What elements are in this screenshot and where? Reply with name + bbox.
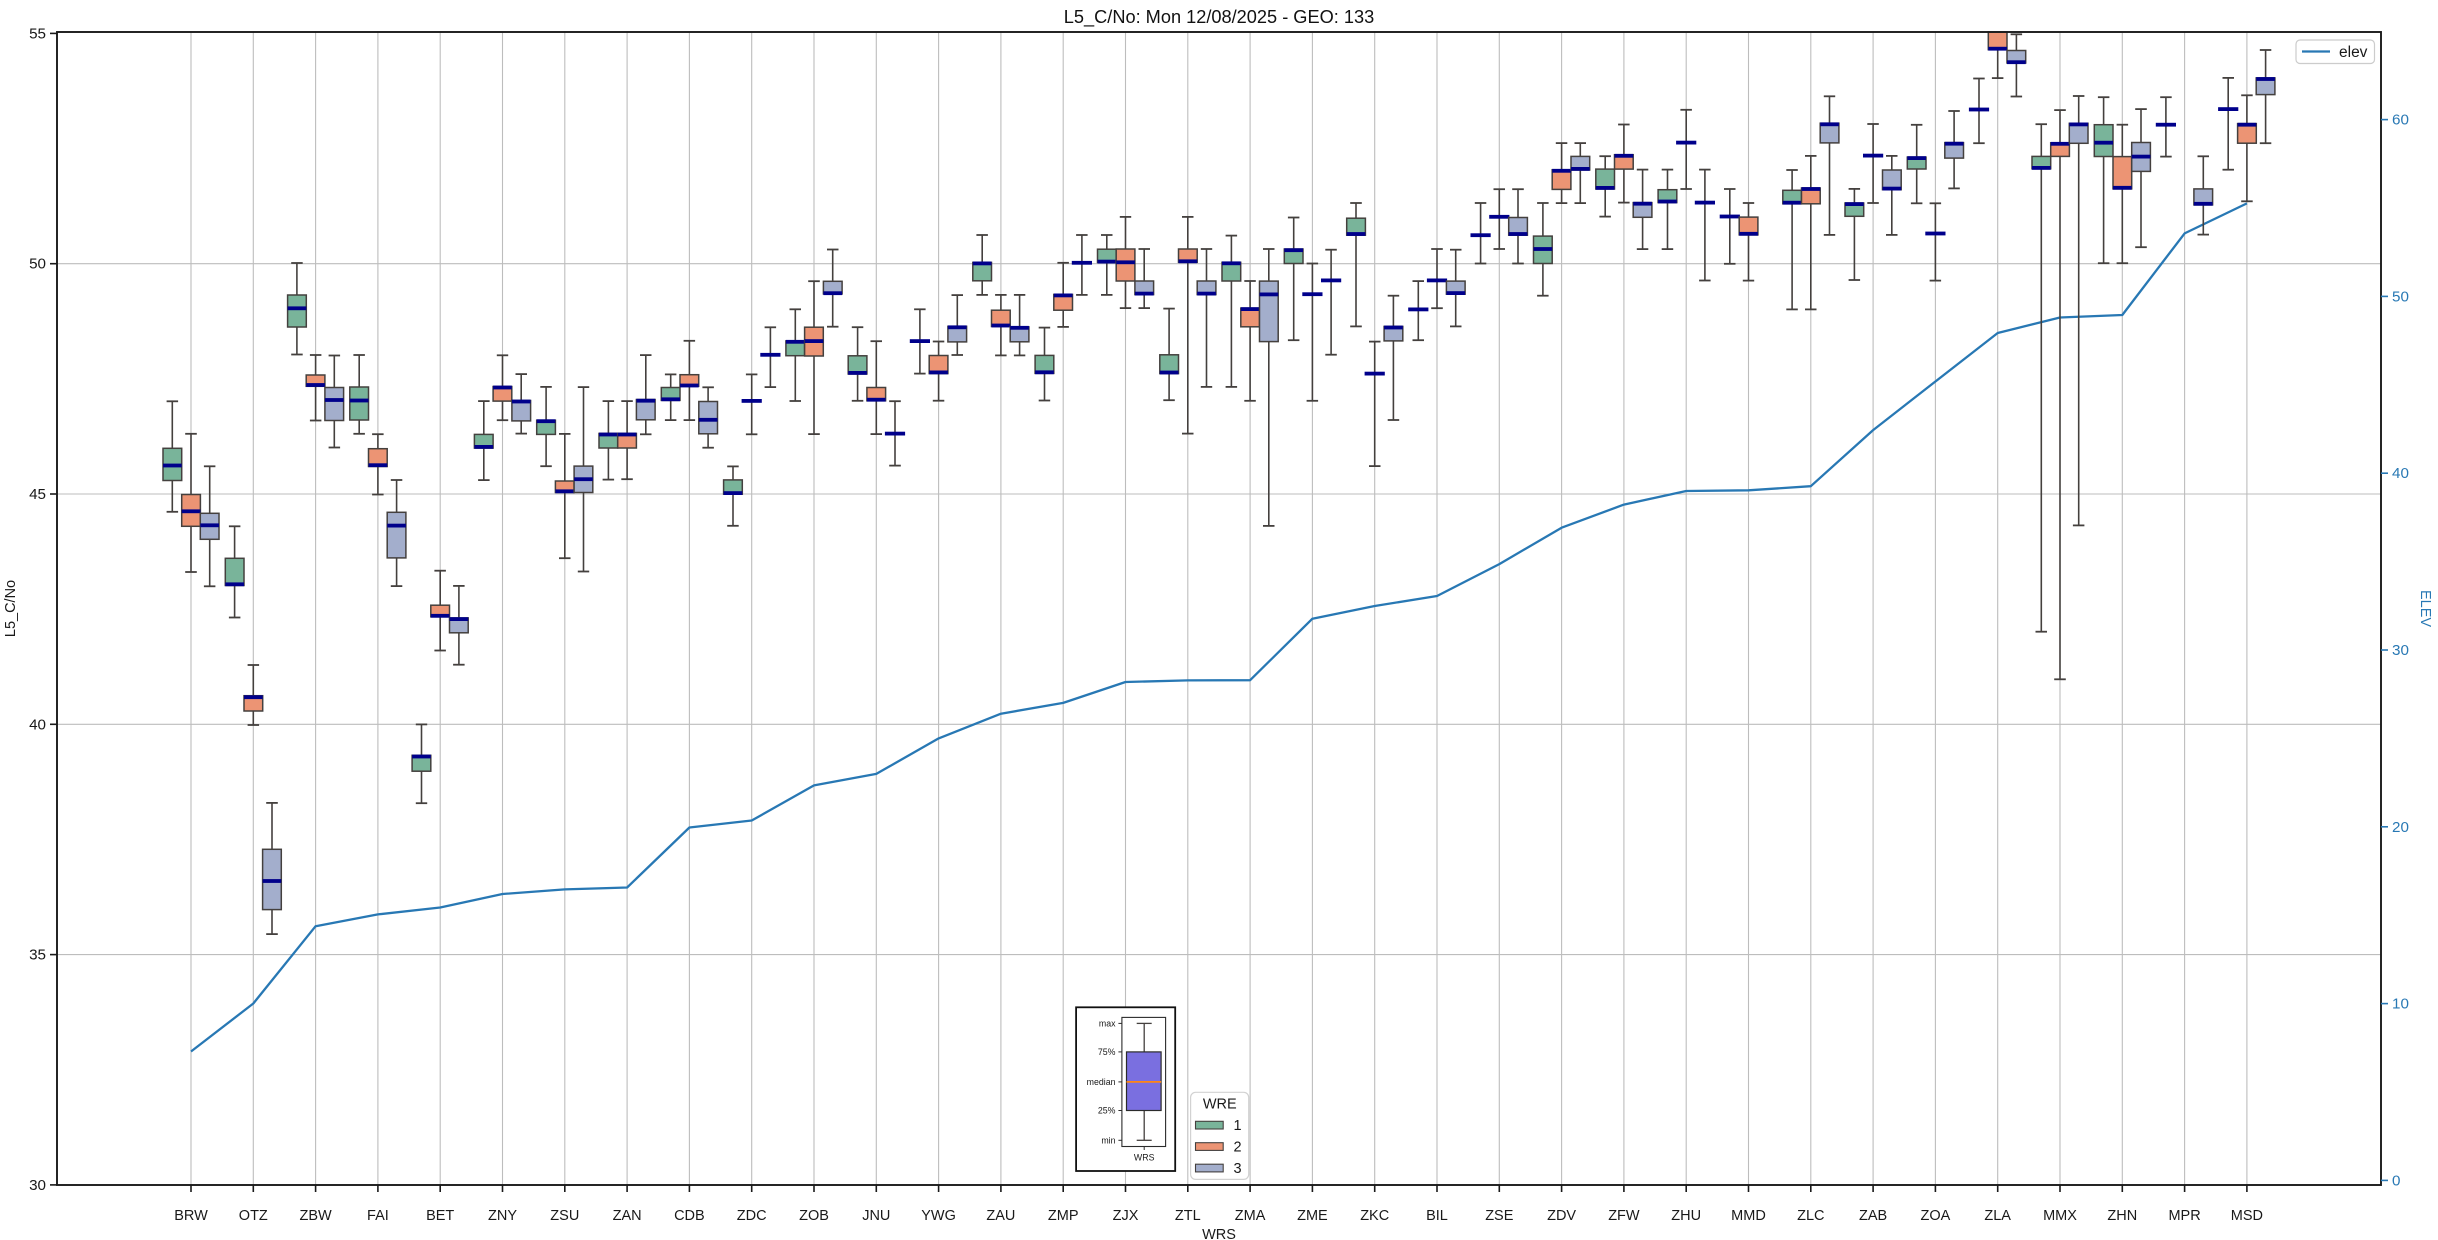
svg-text:ZLA: ZLA [1984, 1208, 2011, 1224]
svg-text:MPR: MPR [2168, 1208, 2200, 1224]
svg-text:MMD: MMD [1731, 1208, 1766, 1224]
svg-text:1: 1 [1234, 1118, 1242, 1134]
svg-text:ZBW: ZBW [299, 1208, 332, 1224]
svg-text:ZTL: ZTL [1175, 1208, 1201, 1224]
svg-text:ZMP: ZMP [1048, 1208, 1079, 1224]
svg-text:OTZ: OTZ [239, 1208, 268, 1224]
svg-text:ZHU: ZHU [1671, 1208, 1701, 1224]
svg-text:ZME: ZME [1297, 1208, 1328, 1224]
svg-text:40: 40 [2392, 465, 2409, 482]
svg-text:ZOA: ZOA [1920, 1208, 1950, 1224]
svg-text:elev: elev [2339, 44, 2368, 61]
svg-text:50: 50 [29, 256, 46, 273]
svg-text:BET: BET [426, 1208, 454, 1224]
svg-text:45: 45 [29, 486, 46, 503]
svg-text:ZHN: ZHN [2107, 1208, 2137, 1224]
svg-text:BIL: BIL [1426, 1208, 1448, 1224]
svg-text:0: 0 [2392, 1172, 2400, 1189]
svg-text:WRE: WRE [1203, 1097, 1237, 1113]
svg-text:L5_C/No: Mon 12/08/2025 - GEO:: L5_C/No: Mon 12/08/2025 - GEO: 133 [1064, 7, 1374, 28]
svg-text:CDB: CDB [674, 1208, 705, 1224]
svg-text:2: 2 [1234, 1139, 1242, 1155]
svg-text:30: 30 [29, 1177, 46, 1194]
svg-text:50: 50 [2392, 288, 2409, 305]
svg-text:median: median [1087, 1077, 1116, 1087]
svg-text:ZSU: ZSU [550, 1208, 579, 1224]
svg-text:ZAN: ZAN [613, 1208, 642, 1224]
svg-text:20: 20 [2392, 819, 2409, 836]
svg-text:ZLC: ZLC [1797, 1208, 1824, 1224]
svg-text:ZMA: ZMA [1235, 1208, 1266, 1224]
svg-text:L5_C/No: L5_C/No [3, 580, 19, 637]
svg-text:ZOB: ZOB [799, 1208, 829, 1224]
svg-text:30: 30 [2392, 642, 2409, 659]
svg-text:40: 40 [29, 716, 46, 733]
svg-text:MMX: MMX [2043, 1208, 2077, 1224]
svg-text:ZAB: ZAB [1859, 1208, 1887, 1224]
svg-text:ZJX: ZJX [1113, 1208, 1139, 1224]
svg-text:max: max [1099, 1019, 1116, 1029]
svg-text:60: 60 [2392, 112, 2409, 129]
svg-text:3: 3 [1234, 1161, 1242, 1177]
svg-text:WRS: WRS [1202, 1227, 1236, 1240]
svg-text:JNU: JNU [862, 1208, 890, 1224]
svg-text:10: 10 [2392, 996, 2409, 1013]
svg-text:55: 55 [29, 25, 46, 42]
svg-text:BRW: BRW [174, 1208, 208, 1224]
svg-text:35: 35 [29, 947, 46, 964]
svg-text:ZAU: ZAU [986, 1208, 1015, 1224]
svg-text:ZDC: ZDC [737, 1208, 767, 1224]
svg-text:75%: 75% [1098, 1047, 1116, 1057]
svg-text:ZFW: ZFW [1608, 1208, 1640, 1224]
svg-text:FAI: FAI [367, 1208, 389, 1224]
svg-text:WRS: WRS [1134, 1153, 1155, 1163]
svg-text:25%: 25% [1098, 1106, 1116, 1116]
svg-text:MSD: MSD [2231, 1208, 2263, 1224]
svg-text:ELEV: ELEV [2417, 590, 2433, 627]
svg-text:ZKC: ZKC [1360, 1208, 1389, 1224]
svg-text:YWG: YWG [921, 1208, 956, 1224]
svg-text:ZSE: ZSE [1485, 1208, 1514, 1224]
svg-text:min: min [1101, 1135, 1115, 1145]
svg-text:ZDV: ZDV [1547, 1208, 1576, 1224]
svg-text:ZNY: ZNY [488, 1208, 517, 1224]
